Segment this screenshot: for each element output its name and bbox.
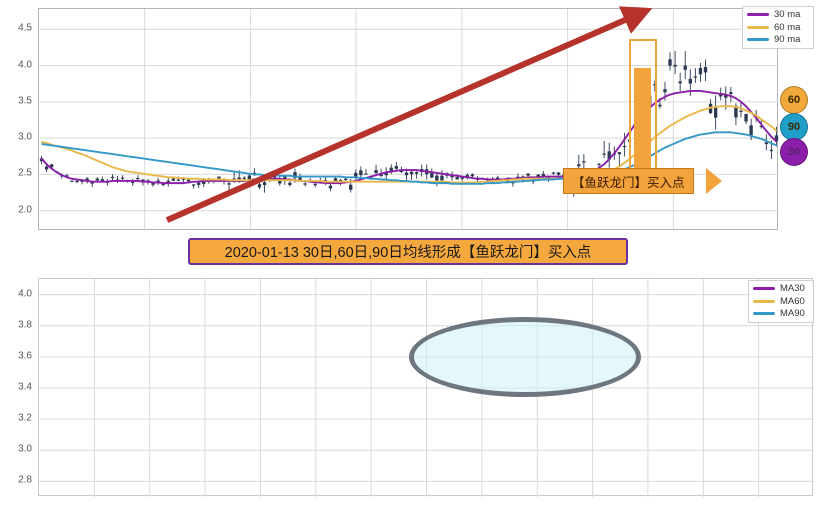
legend-label: 60 ma <box>774 21 801 33</box>
bottom-y-tick-label: 3.6 <box>18 350 32 362</box>
bottom-y-tick-label: 2.8 <box>18 474 32 486</box>
top-ma-line-30ma <box>40 90 778 185</box>
top-chart-legend: 30 ma 60 ma 90 ma <box>742 6 814 49</box>
bottom-chart-canvas <box>39 279 814 497</box>
top-y-tick-label: 4.5 <box>18 22 32 34</box>
bottom-chart-panel: 4.0 3.8 3.6 3.4 3.2 3.0 2.8 MA30 MA60 MA90 <box>0 272 816 520</box>
ma-badge-90[interactable]: 90 <box>780 113 808 141</box>
top-chart-panel: 4.5 4.0 3.5 3.0 2.5 2.0 30 ma 60 ma 90 ma 60 90 3… <box>0 0 816 238</box>
top-legend-item-60-ma[interactable]: 60 ma <box>747 21 807 33</box>
page-title-text: 2020-01-13 30日,60日,90日均线形成【鱼跃龙门】买入点 <box>224 245 592 261</box>
top-y-tick-label: 4.0 <box>18 59 32 71</box>
legend-color-swatch <box>747 38 769 42</box>
top-legend-item-90-ma[interactable]: 90 ma <box>747 35 807 45</box>
bottom-chart-plot-area <box>38 278 814 497</box>
ma-badge-30[interactable]: 30 <box>780 138 808 166</box>
legend-color-swatch <box>747 13 769 17</box>
buy-point-callout-label: 【鱼跃龙门】买入点 <box>563 168 694 194</box>
top-legend-item-30-ma[interactable]: 30 ma <box>747 10 807 20</box>
ma-badge-60[interactable]: 60 <box>780 86 808 114</box>
bottom-legend-item-ma90[interactable]: MA90 <box>753 309 807 319</box>
legend-color-swatch <box>753 287 775 291</box>
bottom-y-tick-label: 4.0 <box>18 288 32 300</box>
legend-color-swatch <box>753 312 775 316</box>
bottom-y-tick-label: 3.8 <box>18 319 32 331</box>
top-y-tick-label: 3.0 <box>18 131 32 143</box>
legend-label: 90 ma <box>774 34 801 45</box>
top-chart-canvas <box>39 6 779 231</box>
bottom-legend-item-ma30[interactable]: MA30 <box>753 284 807 294</box>
buy-point-highlight-box <box>629 39 657 176</box>
buy-point-callout-arrowhead <box>706 168 722 194</box>
top-chart-plot-area <box>38 6 779 231</box>
legend-label: MA30 <box>780 283 805 294</box>
buy-point-highlight-bar <box>634 68 651 172</box>
buy-point-ellipse-highlight <box>409 317 641 397</box>
legend-color-swatch <box>753 299 775 303</box>
top-trend-arrow <box>165 6 653 223</box>
bottom-legend-item-ma60[interactable]: MA60 <box>753 295 807 307</box>
bottom-y-tick-label: 3.0 <box>18 443 32 455</box>
top-y-tick-label: 2.5 <box>18 167 32 179</box>
bottom-y-tick-label: 3.4 <box>18 381 32 393</box>
bottom-chart-legend: MA30 MA60 MA90 <box>748 280 814 323</box>
page-title-banner: 2020-01-13 30日,60日,90日均线形成【鱼跃龙门】买入点 <box>188 238 628 265</box>
bottom-y-tick-label: 3.2 <box>18 412 32 424</box>
top-y-tick-label: 2.0 <box>18 204 32 216</box>
top-y-tick-label: 3.5 <box>18 95 32 107</box>
legend-label: MA60 <box>780 295 805 307</box>
legend-label: 30 ma <box>774 9 801 20</box>
buy-point-callout-text: 【鱼跃龙门】买入点 <box>572 175 685 190</box>
top-ma-line-90ma <box>41 131 777 185</box>
legend-color-swatch <box>747 25 769 29</box>
legend-label: MA90 <box>780 308 805 319</box>
